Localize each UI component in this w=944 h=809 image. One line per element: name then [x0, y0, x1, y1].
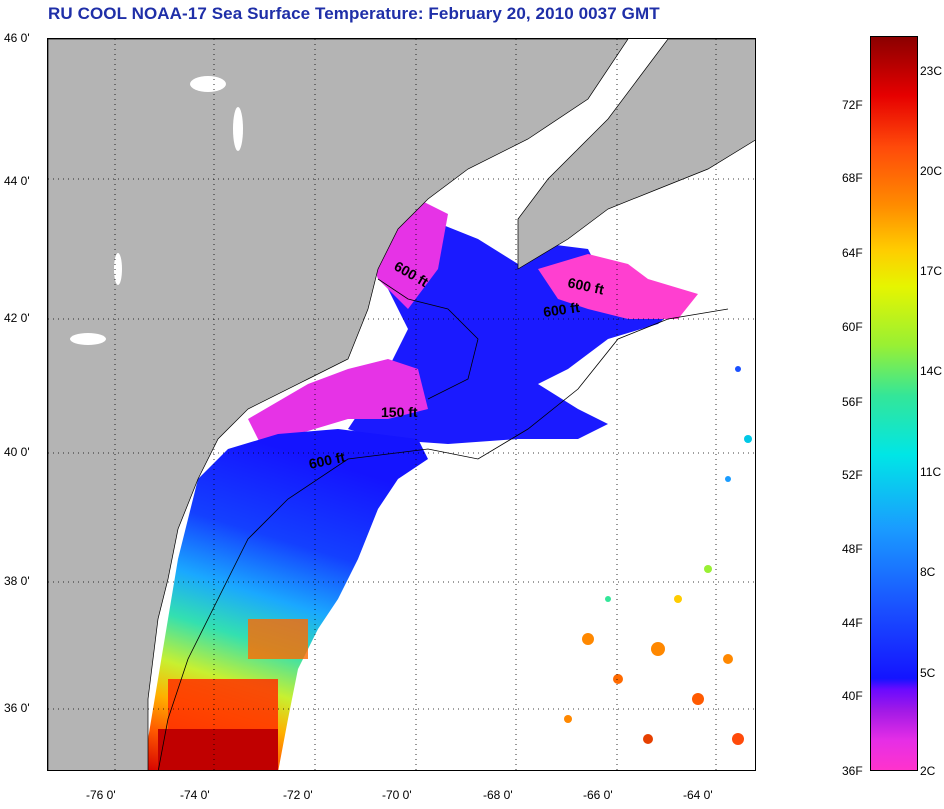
cold-water-scotian-shelf — [538, 254, 698, 319]
lat-label-36: 36 0' — [4, 701, 30, 715]
colorbar-label-68f: 68F — [842, 171, 863, 185]
contour-label-600ft-scotian: 600 ft — [566, 274, 605, 297]
lon-label-66: -66 0' — [583, 788, 613, 802]
colorbar-label-14c: 14C — [920, 364, 943, 378]
lat-label-42: 42 0' — [4, 311, 30, 325]
colorbar-label-8c: 8C — [920, 565, 936, 579]
lon-label-68: -68 0' — [483, 788, 513, 802]
colorbar-label-11c: 11C — [920, 465, 942, 479]
lon-label-76: -76 0' — [86, 788, 116, 802]
lat-label-44: 44 0' — [4, 174, 30, 188]
graticule — [48, 39, 755, 770]
colorbar-label-17c: 17C — [920, 264, 943, 278]
colorbar-label-64f: 64F — [842, 246, 863, 260]
lon-label-74: -74 0' — [180, 788, 210, 802]
colorbar-label-5c: 5C — [920, 666, 936, 680]
colorbar-label-2c: 2C — [920, 764, 936, 778]
colorbar-label-48f: 48F — [842, 542, 863, 556]
land-nova-scotia — [517, 39, 755, 270]
gulf-stream-patches — [158, 366, 752, 770]
colorbar-label-56f: 56F — [842, 395, 863, 409]
lon-label-64: -64 0' — [683, 788, 713, 802]
sst-map: 600 ft 600 ft 600 ft 150 ft 600 ft — [47, 38, 756, 771]
lat-label-38: 38 0' — [4, 574, 30, 588]
contour-label-600ft-georges: 600 ft — [542, 299, 581, 320]
colorbar-label-52f: 52F — [842, 468, 863, 482]
colorbar-label-44f: 44F — [842, 616, 863, 630]
colorbar-label-40f: 40F — [842, 689, 863, 703]
map-title: RU COOL NOAA-17 Sea Surface Temperature:… — [48, 4, 660, 23]
lon-label-72: -72 0' — [283, 788, 313, 802]
contour-label-600ft-shelf: 600 ft — [307, 449, 346, 472]
land-north-america — [48, 39, 629, 770]
lat-label-46: 46 0' — [4, 31, 30, 45]
depth-contours — [157, 278, 729, 770]
inland-lakes — [70, 76, 243, 345]
colorbar-label-23c: 23C — [920, 64, 943, 78]
sst-map-canvas: 600 ft 600 ft 600 ft 150 ft 600 ft — [48, 39, 755, 770]
colorbar-label-36f: 36F — [842, 764, 863, 778]
temperature-colorbar — [870, 36, 918, 771]
colorbar-label-72f: 72F — [842, 98, 863, 112]
cold-water-new-england-shelf — [248, 359, 428, 449]
contour-label-150ft: 150 ft — [381, 404, 418, 420]
colorbar-label-20c: 20C — [920, 164, 943, 178]
lat-label-40: 40 0' — [4, 445, 30, 459]
colorbar-label-60f: 60F — [842, 320, 863, 334]
lon-label-70: -70 0' — [382, 788, 412, 802]
